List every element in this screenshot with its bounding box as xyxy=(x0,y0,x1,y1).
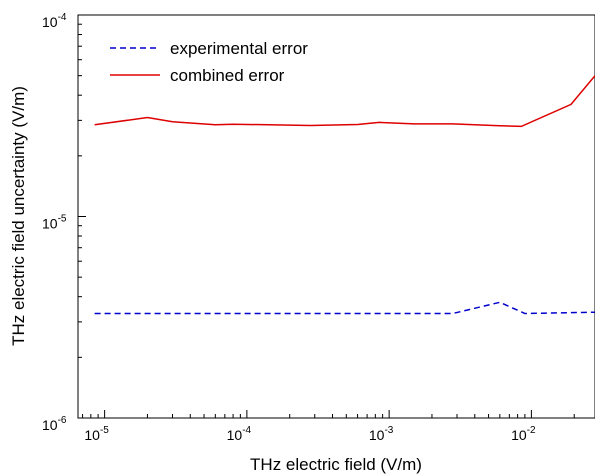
y-axis-title: THz electric field uncertainty (V/m) xyxy=(9,86,28,346)
x-tick-label: 10-4 xyxy=(227,425,252,443)
tick-labels: 10-5 10-4 10-3 10-2 10-6 10-5 10-4 xyxy=(42,12,536,443)
y-tick-label: 10-5 xyxy=(42,214,67,232)
x-axis-title: THz electric field (V/m) xyxy=(250,455,422,474)
legend: experimental error combined error xyxy=(110,39,308,85)
series-line-experimental-error xyxy=(94,301,595,315)
x-tick-label: 10-5 xyxy=(84,425,109,443)
series-line-combined-error xyxy=(94,75,595,128)
series-group xyxy=(94,75,595,315)
legend-label-combined: combined error xyxy=(170,66,285,85)
legend-label-experimental: experimental error xyxy=(170,39,308,58)
ticks xyxy=(78,23,575,419)
y-tick-label: 10-6 xyxy=(42,415,67,433)
x-tick-label: 10-3 xyxy=(369,425,394,443)
x-tick-label: 10-2 xyxy=(511,425,536,443)
y-tick-label: 10-4 xyxy=(42,12,67,30)
